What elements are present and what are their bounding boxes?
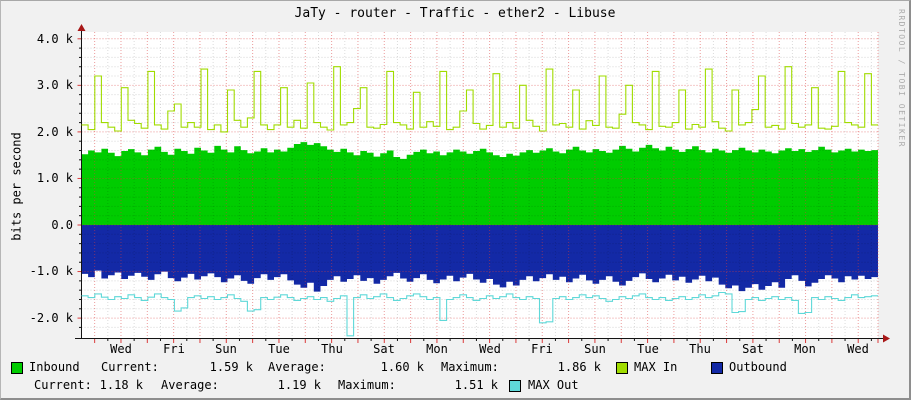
x-tick-sun-2: Sun xyxy=(584,342,606,356)
x-tick-sat-1: Sat xyxy=(373,342,395,356)
outbound-swatch xyxy=(711,362,723,374)
inbound-average-value: 1.60 k xyxy=(380,360,424,374)
inbound-current-label: Current: xyxy=(101,360,159,374)
y-tick-n2k: -2.0 k xyxy=(29,311,73,325)
y-tick-1k: 1.0 k xyxy=(36,171,73,185)
x-tick-wed-1: Wed xyxy=(110,342,132,356)
outbound-maximum-label: Maximum: xyxy=(338,378,396,392)
x-tick-wed-3: Wed xyxy=(847,342,869,356)
outbound-average-value: 1.19 k xyxy=(277,378,321,392)
x-tick-tue-1: Tue xyxy=(268,342,290,356)
outbound-average-label: Average: xyxy=(161,378,219,392)
outbound-label: Outbound xyxy=(729,360,787,374)
max-in-swatch xyxy=(616,362,628,374)
y-tick-0: 0.0 xyxy=(51,218,73,232)
graph-title: JaTy - router - Traffic - ether2 - Libus… xyxy=(294,6,616,21)
x-tick-mon-1: Mon xyxy=(426,342,448,356)
y-tick-4k: 4.0 k xyxy=(36,32,73,46)
inbound-swatch xyxy=(11,362,23,374)
x-tick-sun-1: Sun xyxy=(215,342,237,356)
legend-row-outbound: Current: 1.18 k Average: 1.19 k Maximum:… xyxy=(1,378,909,393)
y-axis-label: bits per second xyxy=(9,132,24,241)
inbound-average-label: Average: xyxy=(268,360,326,374)
x-tick-thu-1: Thu xyxy=(321,342,343,356)
x-tick-tue-2: Tue xyxy=(637,342,659,356)
inbound-current-value: 1.59 k xyxy=(209,360,253,374)
y-tick-3k: 3.0 k xyxy=(36,78,73,92)
inbound-label: Inbound xyxy=(29,360,80,374)
rrdtool-watermark: RRDTOOL / TOBI OETIKER xyxy=(897,9,906,148)
x-tick-wed-2: Wed xyxy=(479,342,501,356)
max-out-label: MAX Out xyxy=(528,378,579,392)
inbound-maximum-label: Maximum: xyxy=(441,360,499,374)
x-tick-fri-1: Fri xyxy=(163,342,185,356)
max-in-label: MAX In xyxy=(634,360,678,374)
y-tick-2k: 2.0 k xyxy=(36,125,73,139)
outbound-current-value: 1.18 k xyxy=(99,378,143,392)
inbound-maximum-value: 1.86 k xyxy=(557,360,601,374)
x-tick-fri-2: Fri xyxy=(531,342,553,356)
legend-row-inbound: Inbound Current: 1.59 k Average: 1.60 k … xyxy=(1,360,909,375)
x-tick-mon-2: Mon xyxy=(794,342,816,356)
max-out-swatch xyxy=(509,380,521,392)
y-tick-n1k: -1.0 k xyxy=(29,264,73,278)
outbound-maximum-value: 1.51 k xyxy=(454,378,498,392)
outbound-current-label: Current: xyxy=(34,378,92,392)
x-tick-sat-2: Sat xyxy=(742,342,764,356)
x-tick-thu-2: Thu xyxy=(689,342,711,356)
